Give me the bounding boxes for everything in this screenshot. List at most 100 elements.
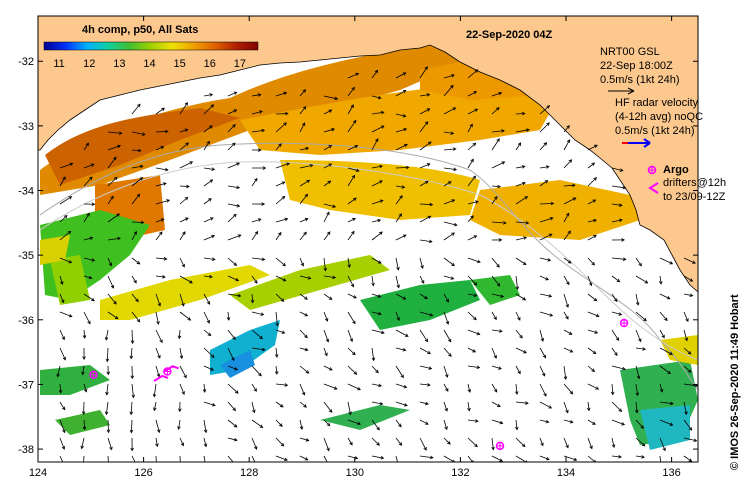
- velocity-arrow-head: [278, 143, 282, 147]
- velocity-arrow-head: [497, 403, 501, 407]
- velocity-arrow-head: [88, 176, 93, 181]
- velocity-arrow-head: [209, 274, 213, 279]
- velocity-arrow-head: [159, 339, 163, 344]
- velocity-arrow: [563, 257, 572, 264]
- velocity-arrow: [563, 311, 569, 320]
- velocity-arrow: [395, 185, 405, 188]
- velocity-arrow: [107, 437, 113, 450]
- velocity-arrow-head: [523, 236, 528, 240]
- velocity-arrow-head: [60, 281, 64, 285]
- velocity-arrow: [635, 311, 647, 321]
- velocity-arrow: [347, 120, 357, 133]
- velocity-arrow-head: [307, 276, 312, 280]
- velocity-arrow-head: [129, 429, 134, 434]
- velocity-arrow-head: [353, 371, 358, 375]
- velocity-arrow: [83, 163, 94, 169]
- velocity-arrow: [275, 455, 288, 461]
- land-mass: [38, 16, 698, 293]
- velocity-arrow: [347, 455, 358, 459]
- velocity-arrow: [563, 230, 571, 241]
- velocity-arrow: [275, 293, 285, 302]
- velocity-arrow-head: [130, 447, 134, 452]
- velocity-arrow-head: [427, 141, 432, 145]
- velocity-arrow-head: [108, 262, 113, 267]
- velocity-arrow-head: [445, 298, 449, 303]
- velocity-arrow-head: [117, 236, 121, 241]
- velocity-arrow: [227, 365, 238, 371]
- velocity-arrow-head: [565, 444, 569, 449]
- velocity-arrow-head: [476, 331, 481, 336]
- velocity-arrow-head: [467, 407, 471, 412]
- x-tick-label: 134: [557, 467, 575, 479]
- velocity-arrow-head: [327, 180, 332, 185]
- velocity-arrow-head: [326, 447, 330, 452]
- velocity-arrow: [130, 401, 133, 415]
- velocity-arrow: [203, 383, 206, 393]
- velocity-arrow: [275, 196, 285, 205]
- velocity-arrow: [251, 419, 263, 428]
- velocity-arrow-head: [662, 447, 666, 452]
- velocity-arrow-head: [472, 349, 477, 353]
- velocity-arrow-head: [429, 313, 434, 317]
- velocity-arrow-head: [280, 442, 285, 447]
- velocity-arrow: [83, 237, 93, 241]
- drifter-track: [164, 365, 179, 373]
- velocity-arrow-head: [715, 442, 718, 445]
- velocity-arrow: [59, 196, 72, 205]
- velocity-arrow-head: [189, 161, 194, 165]
- velocity-arrow: [251, 437, 257, 450]
- velocity-arrow: [227, 124, 236, 133]
- velocity-arrow-head: [669, 261, 674, 265]
- colorbar-tick-13: 13: [113, 58, 125, 70]
- velocity-arrow: [347, 365, 357, 375]
- sst-patch-west-lightgreen: [50, 255, 90, 305]
- velocity-arrow-head: [328, 163, 333, 167]
- velocity-arrow: [371, 125, 385, 133]
- velocity-arrow: [587, 437, 593, 449]
- velocity-arrow: [275, 232, 282, 241]
- velocity-arrow-head: [593, 218, 597, 223]
- velocity-arrow-head: [451, 199, 456, 203]
- velocity-arrow: [371, 138, 379, 151]
- velocity-arrow: [107, 213, 120, 223]
- velocity-arrow: [83, 311, 91, 324]
- velocity-arrow: [683, 293, 693, 297]
- velocity-arrow-head: [667, 370, 671, 375]
- velocity-arrow: [611, 401, 622, 412]
- velocity-arrow: [515, 113, 525, 115]
- velocity-arrow: [611, 275, 620, 283]
- velocity-arrow: [155, 130, 168, 133]
- velocity-arrow: [82, 365, 85, 375]
- velocity-arrow-head: [524, 196, 529, 200]
- velocity-arrow-head: [621, 422, 626, 426]
- velocity-arrow-head: [131, 394, 136, 399]
- velocity-arrow-head: [61, 406, 66, 411]
- velocity-arrow: [708, 312, 716, 316]
- velocity-arrow: [467, 383, 471, 393]
- velocity-arrow-head: [323, 267, 328, 272]
- velocity-arrow-head: [549, 313, 554, 317]
- legend: NRT00 GSL 22-Sep 18:00Z 0.5m/s (1kt 24h)…: [600, 46, 726, 203]
- velocity-arrow: [106, 347, 109, 362]
- velocity-arrow: [419, 401, 429, 405]
- velocity-arrow-head: [405, 165, 410, 170]
- velocity-arrow-head: [525, 460, 528, 462]
- velocity-arrow-head: [301, 122, 306, 126]
- velocity-arrow: [299, 311, 308, 317]
- velocity-arrow: [395, 234, 407, 241]
- velocity-arrow: [395, 383, 407, 388]
- velocity-arrow-head: [399, 195, 403, 199]
- velocity-arrow-head: [544, 180, 549, 184]
- velocity-arrow: [275, 92, 287, 97]
- velocity-arrow: [491, 347, 497, 359]
- velocity-arrow-head: [82, 356, 86, 361]
- velocity-arrow: [419, 163, 430, 169]
- velocity-arrow: [539, 365, 546, 377]
- velocity-arrow: [371, 293, 381, 298]
- velocity-arrow: [130, 347, 133, 359]
- velocity-arrow-head: [328, 296, 333, 300]
- velocity-arrow-head: [304, 457, 309, 461]
- velocity-arrow: [515, 383, 518, 395]
- velocity-arrow: [395, 144, 408, 151]
- velocity-arrow-head: [281, 330, 286, 334]
